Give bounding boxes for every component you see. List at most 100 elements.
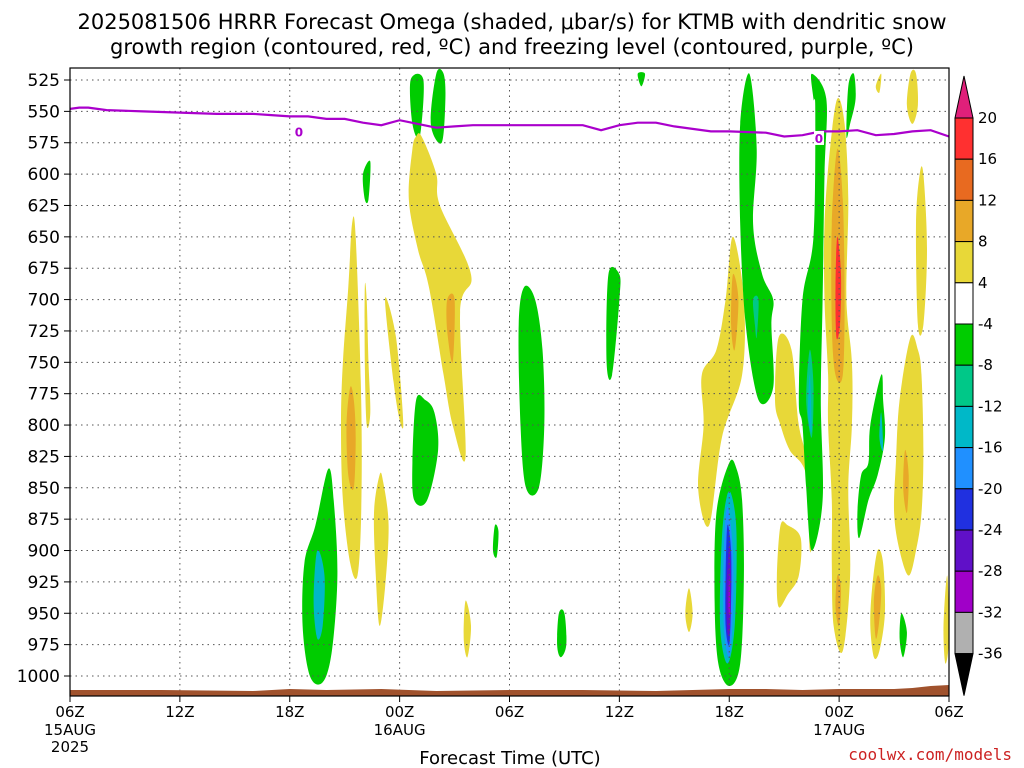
colorbar-label: -8 (978, 356, 993, 374)
omega-region-28 (739, 73, 774, 405)
omega-region-39 (846, 73, 856, 139)
omega-region-12 (492, 524, 499, 558)
freezing-level-label: 0 (295, 126, 303, 140)
freezing-level-label: 0 (815, 132, 823, 146)
x-tick-label: 06Z (55, 703, 84, 721)
colorbar-label: -28 (978, 562, 1003, 580)
colorbar-label: 8 (978, 233, 988, 251)
x-tick-label: 18Z (715, 703, 744, 721)
x-tick-label: 18Z (275, 703, 304, 721)
y-tick-label: 725 (28, 322, 60, 342)
y-tick-label: 625 (28, 196, 60, 216)
omega-region-43 (873, 575, 882, 639)
omega-region-38 (835, 574, 842, 627)
omega-region-13 (463, 600, 472, 658)
y-tick-label: 925 (28, 573, 60, 593)
omega-region-44 (893, 334, 924, 576)
x-tick-date-label: 16AUG (374, 721, 426, 739)
omega-region-7 (364, 282, 371, 429)
omega-region-10 (313, 549, 325, 640)
colorbar-label: -16 (978, 439, 1003, 457)
omega-region-31 (776, 521, 802, 608)
omega-shading-layer (302, 68, 949, 686)
colorbar-label: 12 (978, 191, 997, 209)
y-tick-label: 675 (28, 259, 60, 279)
colorbar-label: -24 (978, 521, 1003, 539)
omega-region-0 (362, 160, 371, 204)
credit-text: coolwx.com/models (848, 745, 1012, 764)
colorbar-swatch (954, 199, 974, 243)
x-axis-label: Forecast Time (UTC) (419, 748, 600, 768)
colorbar-swatch (954, 158, 974, 201)
omega-region-4 (385, 297, 404, 429)
omega-region-18 (637, 72, 646, 87)
omega-region-46 (915, 166, 927, 336)
chart-title-line1: 2025081506 HRRR Forecast Omega (shaded, … (77, 10, 946, 34)
y-tick-label: 525 (28, 71, 60, 91)
y-tick-label: 975 (28, 636, 60, 656)
omega-region-2 (408, 133, 472, 462)
colorbar-swatch (954, 611, 974, 655)
colorbar: 20 16 12 8 4 -4 -8 -12 -16 -20 -24 -28 -32 -36 (954, 75, 1003, 696)
y-tick-label: 1000 (17, 667, 60, 687)
colorbar-swatch (954, 364, 974, 407)
x-tick-label: 00Z (824, 703, 853, 721)
colorbar-swatch (954, 570, 974, 613)
y-axis: 525 550 575 600 625 650 675 700 725 750 775 800 825 8… (17, 71, 70, 687)
y-tick-label: 575 (28, 134, 60, 154)
chart-title-line2: growth region (contoured, red, ºC) and f… (110, 35, 914, 59)
x-tick-label: 12Z (605, 703, 634, 721)
colorbar-swatch (954, 117, 974, 160)
x-tick-date-label: 15AUG (44, 721, 96, 739)
colorbar-label: -20 (978, 480, 1003, 498)
colorbar-label: -12 (978, 397, 1003, 415)
y-tick-label: 550 (28, 102, 60, 122)
x-tick-label: 12Z (165, 703, 194, 721)
omega-region-11 (412, 394, 439, 506)
x-tick-date-label: 17AUG (813, 721, 865, 739)
terrain-strip (70, 685, 949, 696)
y-tick-label: 950 (28, 604, 60, 624)
omega-region-34 (807, 374, 812, 433)
omega-region-29 (752, 295, 759, 339)
x-tick-label: 06Z (495, 703, 524, 721)
omega-region-49 (899, 613, 907, 658)
colorbar-swatch (954, 323, 974, 366)
omega-region-17 (430, 68, 446, 144)
colorbar-top-arrow (954, 75, 974, 119)
colorbar-swatch (954, 529, 974, 572)
y-tick-label: 750 (28, 353, 60, 373)
colorbar-label: -4 (978, 315, 993, 333)
omega-region-40 (857, 374, 886, 539)
colorbar-swatch (954, 447, 974, 490)
colorbar-label: -32 (978, 603, 1003, 621)
omega-region-30 (774, 333, 814, 553)
y-tick-label: 775 (28, 385, 60, 405)
colorbar-label: -36 (978, 645, 1003, 663)
omega-region-37 (835, 236, 842, 340)
omega-region-50 (943, 575, 949, 664)
colorbar-label: 20 (978, 109, 997, 127)
omega-region-6 (346, 386, 356, 490)
colorbar-swatch (954, 241, 974, 284)
x-tick-year-label: 2025 (51, 738, 89, 756)
y-tick-label: 825 (28, 447, 60, 467)
omega-region-48 (875, 73, 882, 93)
colorbar-swatch (954, 405, 974, 449)
freezing-label-bg (813, 130, 824, 145)
y-tick-label: 900 (28, 542, 60, 562)
y-tick-label: 850 (28, 479, 60, 499)
omega-region-15 (606, 266, 621, 380)
y-tick-label: 700 (28, 291, 60, 311)
y-tick-label: 800 (28, 416, 60, 436)
colorbar-swatch (954, 282, 974, 325)
y-tick-label: 875 (28, 510, 60, 530)
x-tick-label: 00Z (385, 703, 414, 721)
colorbar-bottom-arrow (954, 653, 974, 696)
colorbar-label: 16 (978, 150, 997, 168)
y-tick-label: 650 (28, 228, 60, 248)
